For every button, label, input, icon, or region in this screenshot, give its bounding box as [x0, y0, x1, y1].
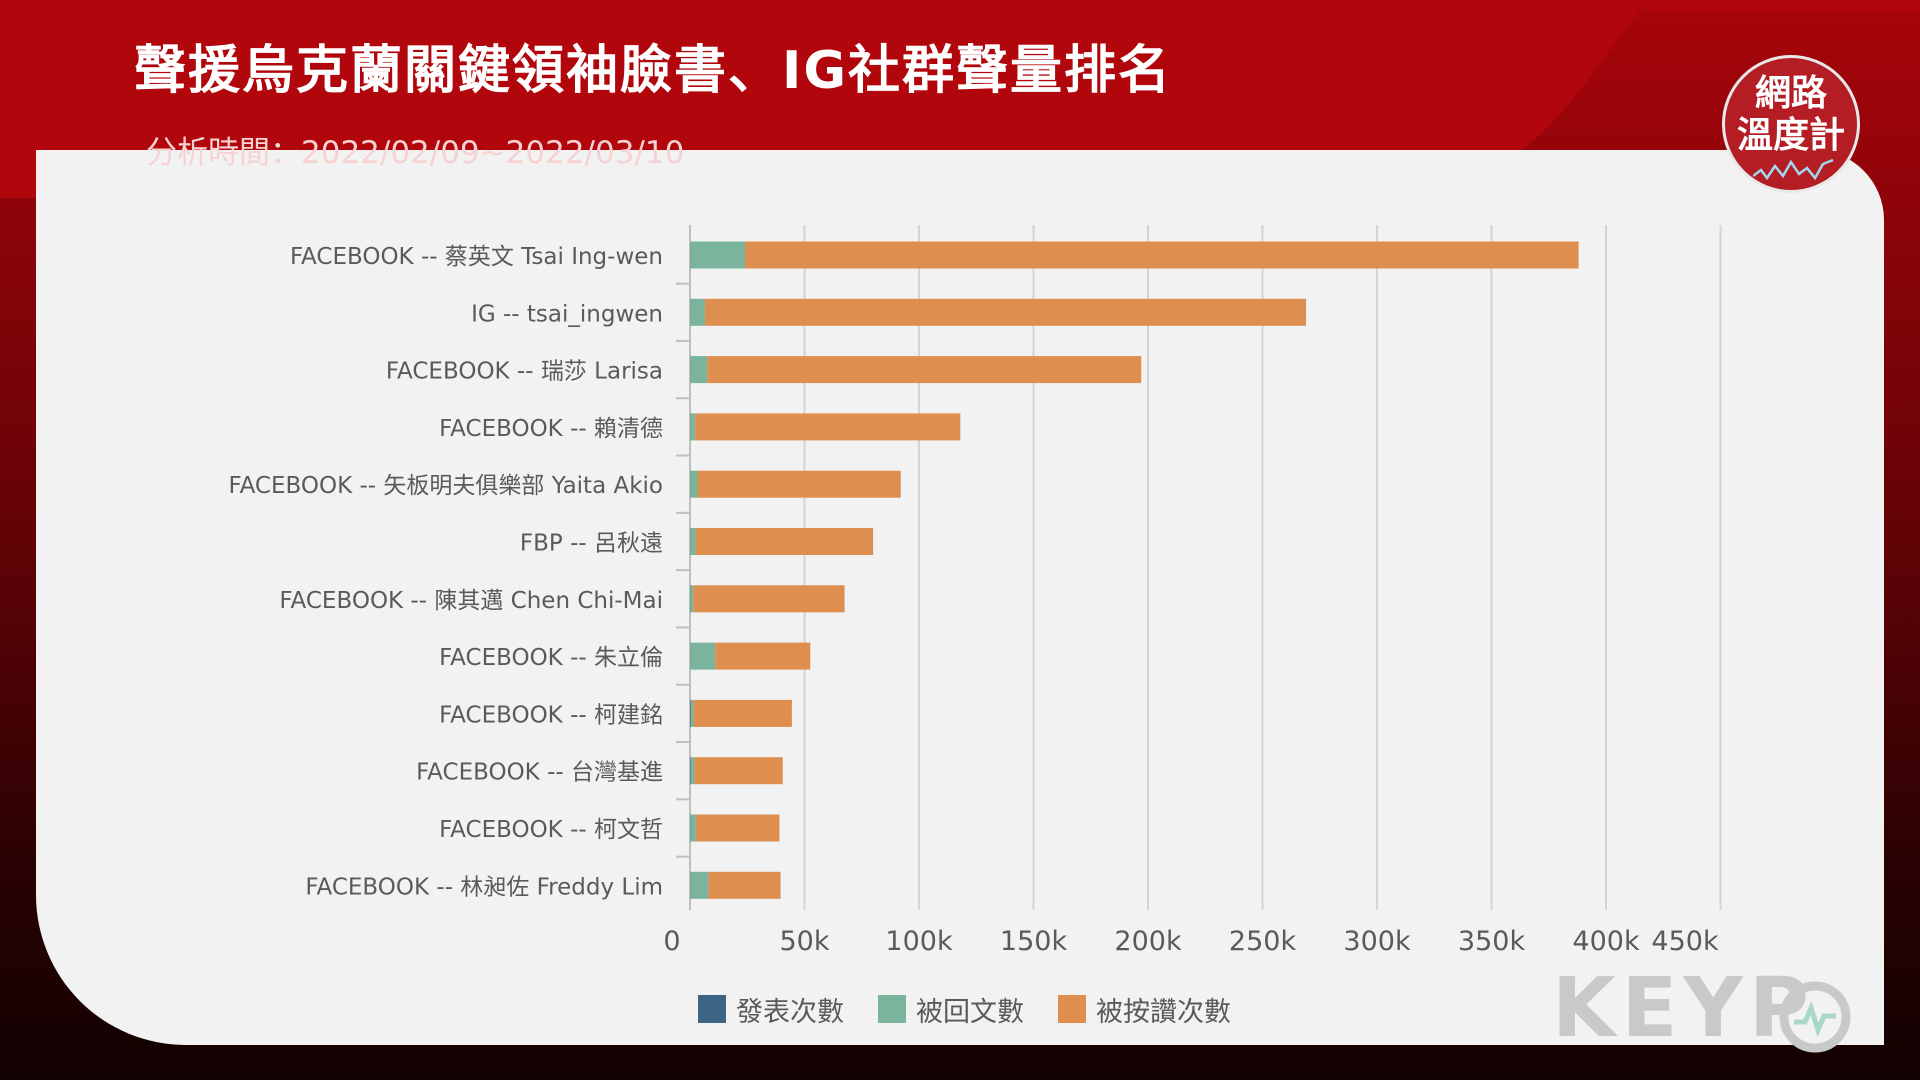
analysis-period: 分析時間：2022/02/09~2022/03/10: [146, 135, 685, 171]
x-tick-label: 350k: [1458, 926, 1526, 957]
category-label: FBP -- 呂秋遠: [520, 531, 663, 557]
header-band: [0, 0, 1920, 198]
bar-segment: [694, 757, 783, 785]
category-label: FACEBOOK -- 賴清德: [439, 416, 663, 442]
legend-label: 被按讚次數: [1096, 996, 1231, 1028]
x-tick-label: 100k: [885, 926, 953, 957]
bar-segment: [690, 356, 708, 384]
brand-badge-line-1: 網路: [1754, 73, 1827, 114]
x-tick-label: 150k: [1000, 926, 1068, 957]
bar-segment: [693, 585, 845, 613]
category-label: FACEBOOK -- 台灣基進: [416, 760, 663, 786]
bar-segment: [690, 585, 694, 613]
category-label: IG -- tsai_ingwen: [471, 301, 663, 327]
bar-segment: [690, 642, 716, 670]
x-tick-label: 200k: [1114, 926, 1182, 957]
bar-segment: [708, 871, 781, 899]
bar-segment: [690, 814, 696, 842]
brand-badge: 網路 溫度計: [1722, 55, 1860, 193]
legend-swatch: [1058, 995, 1086, 1023]
bar-segment: [690, 241, 746, 269]
bar-segment: [695, 814, 780, 842]
keypo-watermark: KEYP: [1552, 961, 1816, 1056]
category-label: FACEBOOK -- 林昶佐 Freddy Lim: [305, 874, 663, 900]
legend-item: 被按讚次數: [1058, 990, 1231, 1029]
bar-segment: [690, 528, 696, 555]
category-label: FACEBOOK -- 瑞莎 Larisa: [386, 359, 663, 385]
bar-segment: [704, 298, 1307, 326]
bar-segment: [690, 298, 705, 326]
legend-swatch: [878, 995, 906, 1023]
bar-segment: [745, 241, 1579, 269]
bar-segment: [690, 413, 696, 441]
category-label: FACEBOOK -- 蔡英文 Tsai Ing-wen: [290, 244, 663, 270]
x-tick-label: 250k: [1229, 926, 1297, 957]
bar-segment: [715, 642, 811, 670]
bar-segment: [690, 871, 709, 899]
brand-badge-line-2: 溫度計: [1736, 115, 1845, 156]
category-label: FACEBOOK -- 陳其邁 Chen Chi-Mai: [279, 588, 663, 614]
category-label: FACEBOOK -- 柯建銘: [439, 702, 663, 728]
bar-segment: [690, 757, 691, 785]
legend-swatch: [698, 995, 726, 1023]
bar-segment: [690, 699, 691, 727]
bar-segment: [707, 356, 1142, 384]
bar-segment: [697, 470, 901, 498]
x-tick-label: 400k: [1572, 926, 1640, 957]
legend-item: 發表次數: [698, 990, 844, 1029]
x-tick-label: 450k: [1651, 926, 1719, 957]
category-label: FACEBOOK -- 柯文哲: [439, 817, 663, 843]
sparkline-icon: [1753, 158, 1834, 181]
bar-segment: [695, 528, 874, 555]
category-label: FACEBOOK -- 朱立倫: [439, 645, 663, 671]
bar-segment: [695, 413, 961, 441]
x-tick-label: 0: [663, 926, 680, 957]
chart-legend: 發表次數 被回文數 被按讚次數: [698, 990, 1231, 1029]
category-label: FACEBOOK -- 矢板明夫俱樂部 Yaita Akio: [228, 473, 663, 499]
bar-segment: [690, 470, 698, 498]
legend-label: 發表次數: [736, 996, 844, 1028]
x-tick-label: 300k: [1343, 926, 1411, 957]
bar-segment: [693, 699, 792, 727]
x-tick-label: 50k: [780, 926, 830, 957]
legend-label: 被回文數: [916, 996, 1024, 1028]
bar-segment: [690, 757, 695, 785]
keypo-o-icon: [1779, 981, 1851, 1053]
legend-item: 被回文數: [878, 990, 1024, 1029]
bar-segment: [690, 699, 694, 727]
page-title: 聲援烏克蘭關鍵領袖臉書、IG社群聲量排名: [134, 41, 1173, 101]
